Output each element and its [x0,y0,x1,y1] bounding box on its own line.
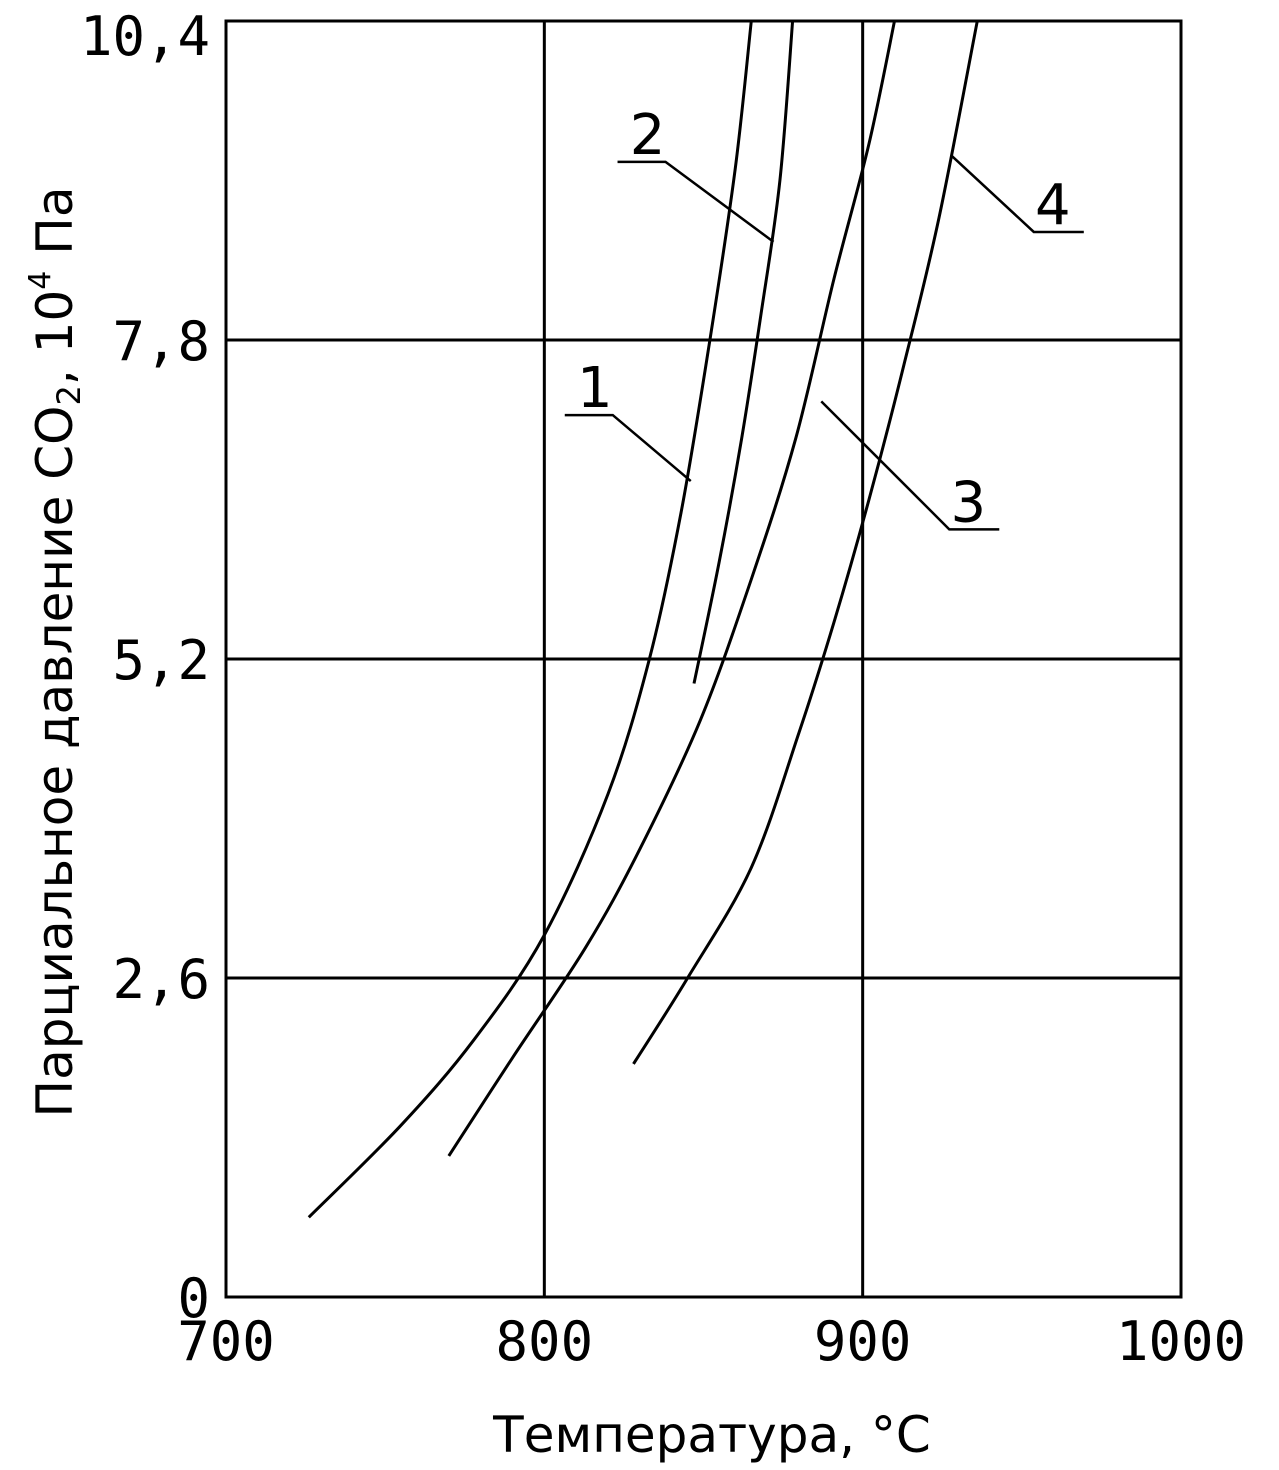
leader-4 [950,155,1084,234]
curve-label-3: 3 [950,470,986,535]
curve-label-4: 4 [1035,173,1071,238]
x-tick-label-800: 800 [496,1310,594,1373]
y-axis-title-subscript: 2 [50,385,88,405]
y-axis-title-unit: Па [26,186,84,270]
y-tick-label-4: 10,4 [80,5,210,68]
grid [224,19,1183,1299]
curve-4 [632,20,979,1065]
y-axis-title-superscript: 4 [23,271,58,290]
y-tick-label-3: 7,8 [112,310,210,373]
y-tick-label-2: 5,2 [112,629,210,692]
curve-2 [692,20,795,684]
annotation-leaders [564,155,1084,531]
curves [307,20,979,1219]
x-tick-label-1000: 1000 [1116,1310,1246,1373]
x-tick-label-900: 900 [814,1310,912,1373]
y-tick-label-0: 0 [177,1267,210,1330]
curve-label-1: 1 [577,356,613,421]
leader-3 [820,400,1000,531]
y-tick-label-1: 2,6 [112,948,210,1011]
x-tick-label-700: 700 [177,1310,275,1373]
y-axis-title-main: Парциальное давление CO [26,406,84,1118]
leader-1 [564,413,692,483]
y-axis-title-mid: , 10 [26,290,84,385]
leader-2 [617,160,775,243]
y-axis-title: Парциальное давление CO2, 104 Па [23,186,88,1117]
curve-label-2: 2 [630,103,666,168]
x-axis-title: Температура, °C [492,1406,931,1464]
curve-3 [447,20,896,1157]
curve-1 [307,20,753,1219]
labels: 700 800 900 1000 0 2,6 5,2 7,8 10,4 1 2 3 4 [80,5,1246,1373]
